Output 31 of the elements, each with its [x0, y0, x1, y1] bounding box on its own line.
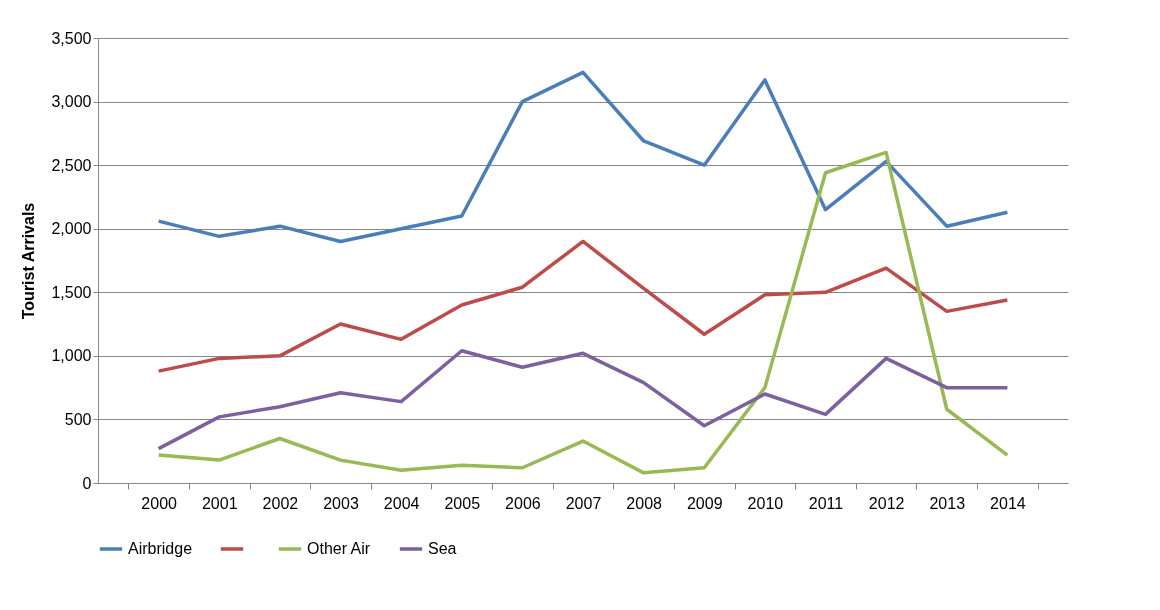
line-series [156, 150, 1010, 475]
line-series [156, 349, 1010, 451]
x-tick-label: 2009 [686, 494, 723, 512]
y-tick-label: 1,500 [51, 283, 92, 301]
x-tick-label: 2001 [201, 494, 238, 512]
legend-label: Sea [428, 540, 457, 557]
line-series [156, 70, 1010, 244]
y-tick-label: 0 [82, 474, 92, 492]
y-tick-label: 500 [64, 410, 92, 428]
x-tick-label: 2000 [141, 494, 178, 512]
x-tick-label: 2012 [868, 494, 905, 512]
legend-label: Other Air [307, 540, 371, 557]
line-series [156, 239, 1010, 373]
y-tick-label: 2,500 [51, 156, 92, 174]
y-tick-label: 2,000 [51, 220, 92, 238]
x-tick-label: 2010 [747, 494, 784, 512]
x-tick-label: 2002 [262, 494, 299, 512]
x-tick-label: 2013 [929, 494, 966, 512]
x-tick-label: 2005 [444, 494, 481, 512]
y-tick-label: 1,000 [51, 347, 92, 365]
y-tick-label: 3,500 [51, 29, 92, 47]
x-tick-label: 2003 [323, 494, 359, 512]
x-tick-label: 2008 [626, 494, 663, 512]
x-tick-label: 2006 [505, 494, 541, 512]
x-tick-label: 2011 [808, 494, 844, 512]
x-tick-label: 2007 [565, 494, 602, 512]
x-tick-label: 2004 [383, 494, 420, 512]
y-tick-label: 3,000 [51, 93, 92, 111]
y-axis-title: Tourist Arrivals [20, 202, 38, 320]
x-tick-label: 2014 [990, 494, 1026, 512]
legend-label: Airbridge [128, 540, 193, 557]
